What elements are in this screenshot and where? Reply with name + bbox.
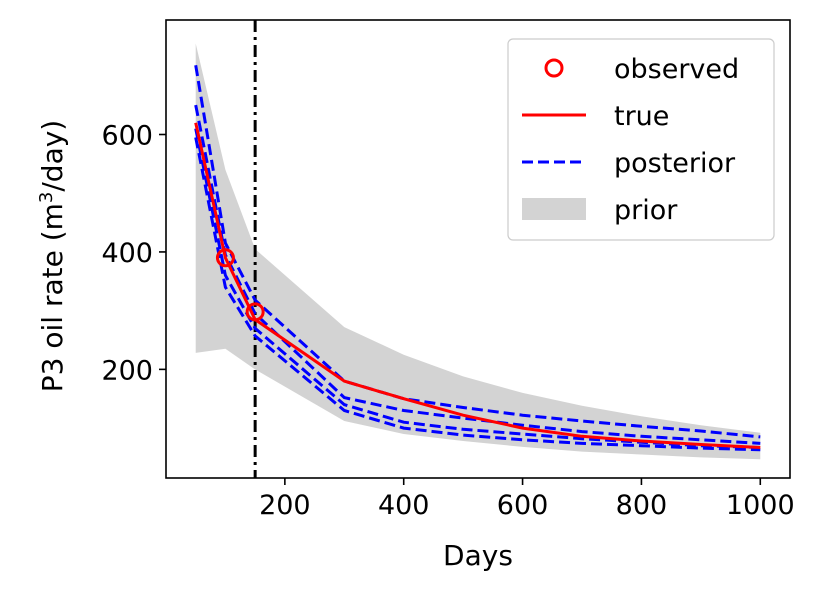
- x-tick-label: 1000: [726, 490, 795, 521]
- posterior-line-1: [194, 64, 761, 439]
- posterior-line-2: [194, 104, 761, 445]
- legend-observed-marker: [544, 58, 564, 78]
- true-line: [194, 122, 761, 449]
- observed-point: [215, 248, 235, 268]
- legend: observed true posterior prior: [507, 38, 775, 241]
- y-tick-label: 200: [101, 355, 153, 386]
- y-axis-label-tail: /day): [36, 120, 69, 192]
- observed-point: [245, 302, 265, 322]
- y-tick-label: 600: [101, 121, 153, 152]
- y-axis-label-main: P3 oil rate (m: [36, 203, 69, 392]
- y-tick-label: 400: [101, 238, 153, 269]
- axes: 200 400 600 800 1000 200 400 600: [101, 19, 795, 521]
- axes-frame: [165, 19, 791, 479]
- x-tick-label: 600: [497, 490, 549, 521]
- legend-posterior-label: posterior: [614, 148, 736, 179]
- x-tick-label: 800: [616, 490, 668, 521]
- x-axis-label: Days: [443, 539, 513, 572]
- prior-band: [195, 43, 761, 460]
- legend-box: [507, 38, 775, 241]
- legend-true-label: true: [614, 101, 669, 132]
- x-tick-label: 400: [378, 490, 430, 521]
- legend-prior-label: prior: [614, 195, 678, 226]
- legend-observed-label: observed: [614, 54, 739, 85]
- legend-prior-swatch: [522, 198, 586, 220]
- y-axis-label-sup: 3: [36, 192, 57, 203]
- posterior-line-4: [194, 137, 761, 452]
- plot-area: [194, 20, 761, 478]
- y-axis-label: P3 oil rate (m3/day): [36, 120, 70, 392]
- x-tick-label: 200: [259, 490, 311, 521]
